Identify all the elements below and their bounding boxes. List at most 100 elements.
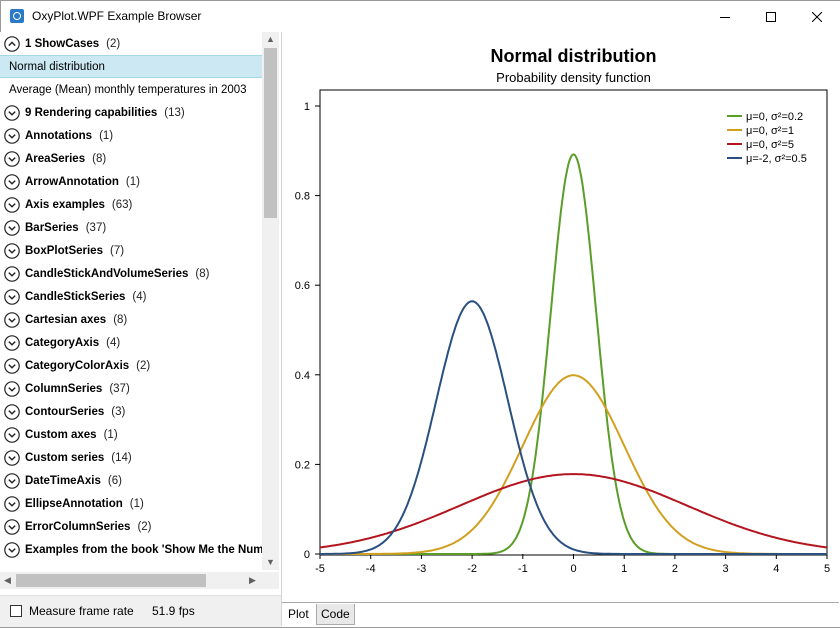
chevron-down-icon[interactable] bbox=[4, 196, 20, 213]
vertical-scroll-thumb[interactable] bbox=[264, 48, 277, 218]
scroll-down-icon[interactable]: ▼ bbox=[266, 557, 275, 567]
minimize-button[interactable] bbox=[702, 1, 748, 32]
category-node[interactable]: 1 ShowCases (2) bbox=[0, 32, 262, 55]
title-bar[interactable]: OxyPlot.WPF Example Browser bbox=[1, 1, 840, 32]
category-node[interactable]: Custom series (14) bbox=[0, 446, 262, 469]
chevron-down-icon[interactable] bbox=[4, 495, 20, 512]
chevron-down-icon[interactable] bbox=[4, 288, 20, 305]
category-node[interactable]: ArrowAnnotation (1) bbox=[0, 170, 262, 193]
maximize-button[interactable] bbox=[748, 1, 794, 32]
horizontal-scroll-thumb[interactable] bbox=[16, 574, 206, 587]
plot-view[interactable]: Normal distribution Probability density f… bbox=[282, 32, 839, 602]
tree-item-count: (1) bbox=[129, 497, 144, 510]
series-line bbox=[320, 300, 827, 555]
legend-entry: μ=0, σ²=1 bbox=[746, 125, 794, 137]
tree-item-label: ContourSeries bbox=[25, 405, 105, 418]
category-node[interactable]: BoxPlotSeries (7) bbox=[0, 239, 262, 262]
category-node[interactable]: CandleStickSeries (4) bbox=[0, 285, 262, 308]
chevron-down-icon[interactable] bbox=[4, 426, 20, 443]
tree-item-count: (2) bbox=[106, 37, 121, 50]
category-node[interactable]: Axis examples (63) bbox=[0, 193, 262, 216]
chevron-down-icon[interactable] bbox=[4, 380, 20, 397]
tab-code[interactable]: Code bbox=[316, 604, 355, 625]
tree-item-count: (14) bbox=[111, 451, 132, 464]
measure-frame-rate-label[interactable]: Measure frame rate bbox=[29, 604, 134, 618]
tree-horizontal-scrollbar[interactable]: ◀ ▶ bbox=[0, 572, 262, 589]
category-node[interactable]: Annotations (1) bbox=[0, 124, 262, 147]
pane-splitter[interactable] bbox=[281, 32, 282, 626]
chevron-down-icon[interactable] bbox=[4, 242, 20, 259]
tree-item-label: AreaSeries bbox=[25, 152, 86, 165]
chevron-down-icon[interactable] bbox=[4, 219, 20, 236]
close-button[interactable] bbox=[794, 1, 840, 32]
tree-item-count: (13) bbox=[164, 106, 185, 119]
tree-vertical-scrollbar[interactable]: ▲ ▼ bbox=[262, 32, 279, 570]
tree-item-label: 1 ShowCases bbox=[25, 37, 100, 50]
category-node[interactable]: 9 Rendering capabilities (13) bbox=[0, 101, 262, 124]
tree-item-count: (4) bbox=[132, 290, 147, 303]
tree-item-count: (4) bbox=[106, 336, 121, 349]
y-tick-label: 0.8 bbox=[295, 191, 310, 203]
tree-item-label: CategoryAxis bbox=[25, 336, 100, 349]
chevron-down-icon[interactable] bbox=[4, 541, 20, 558]
tree-item-label: ErrorColumnSeries bbox=[25, 520, 131, 533]
chevron-up-icon[interactable] bbox=[4, 35, 20, 52]
category-node[interactable]: Examples from the book 'Show Me the Num bbox=[0, 538, 262, 561]
category-node[interactable]: EllipseAnnotation (1) bbox=[0, 492, 262, 515]
tree-item-label: Annotations bbox=[25, 129, 93, 142]
chevron-down-icon[interactable] bbox=[4, 311, 20, 328]
tree-item-count: (2) bbox=[137, 520, 152, 533]
tree-item-label: BarSeries bbox=[25, 221, 79, 234]
scroll-left-icon[interactable]: ◀ bbox=[4, 575, 11, 585]
category-node[interactable]: BarSeries (37) bbox=[0, 216, 262, 239]
category-node[interactable]: Cartesian axes (8) bbox=[0, 308, 262, 331]
tree-item-label: BoxPlotSeries bbox=[25, 244, 103, 257]
x-tick-label: 1 bbox=[621, 563, 627, 575]
example-item[interactable]: Average (Mean) monthly temperatures in 2… bbox=[0, 78, 262, 101]
close-icon bbox=[812, 11, 822, 22]
chevron-down-icon[interactable] bbox=[4, 403, 20, 420]
tree-item-count: (6) bbox=[107, 474, 122, 487]
tree-item-count: (63) bbox=[111, 198, 133, 211]
category-node[interactable]: ContourSeries (3) bbox=[0, 400, 262, 423]
oxyplot-app-icon bbox=[10, 9, 24, 23]
maximize-icon bbox=[766, 11, 776, 22]
chevron-down-icon[interactable] bbox=[4, 104, 20, 121]
example-item[interactable]: Normal distribution bbox=[0, 55, 262, 78]
measure-frame-rate-checkbox[interactable] bbox=[10, 605, 22, 617]
tree-item-count: (8) bbox=[195, 267, 210, 280]
status-bar: Measure frame rate 51.9 fps bbox=[0, 595, 281, 627]
x-tick-label: -3 bbox=[417, 563, 427, 575]
category-node[interactable]: ColumnSeries (37) bbox=[0, 377, 262, 400]
tree-item-label: EllipseAnnotation bbox=[25, 497, 123, 510]
y-tick-label: 0.4 bbox=[295, 370, 310, 382]
scroll-right-icon[interactable]: ▶ bbox=[249, 575, 256, 585]
category-node[interactable]: Custom axes (1) bbox=[0, 423, 262, 446]
category-node[interactable]: DateTimeAxis (6) bbox=[0, 469, 262, 492]
chevron-down-icon[interactable] bbox=[4, 472, 20, 489]
chevron-down-icon[interactable] bbox=[4, 150, 20, 167]
normal-distribution-chart[interactable]: Normal distribution Probability density f… bbox=[282, 32, 839, 602]
chevron-down-icon[interactable] bbox=[4, 173, 20, 190]
tab-plot[interactable]: Plot bbox=[284, 604, 313, 624]
examples-tree[interactable]: 1 ShowCases (2) Normal distribution Average… bbox=[0, 32, 262, 570]
scroll-corner bbox=[262, 572, 279, 589]
category-node[interactable]: CategoryAxis (4) bbox=[0, 331, 262, 354]
category-node[interactable]: ErrorColumnSeries (2) bbox=[0, 515, 262, 538]
x-tick-label: -5 bbox=[315, 563, 325, 575]
chevron-down-icon[interactable] bbox=[4, 334, 20, 351]
category-node[interactable]: AreaSeries (8) bbox=[0, 147, 262, 170]
category-node[interactable]: CategoryColorAxis (2) bbox=[0, 354, 262, 377]
scroll-up-icon[interactable]: ▲ bbox=[266, 34, 275, 44]
chevron-down-icon[interactable] bbox=[4, 357, 20, 374]
examples-pane: 1 ShowCases (2) Normal distribution Average… bbox=[0, 32, 281, 595]
chevron-down-icon[interactable] bbox=[4, 265, 20, 282]
tree-item-label: Average (Mean) monthly temperatures in 2… bbox=[9, 83, 247, 96]
category-node[interactable]: CandleStickAndVolumeSeries (8) bbox=[0, 262, 262, 285]
chart-title: Normal distribution bbox=[491, 46, 657, 66]
chevron-down-icon[interactable] bbox=[4, 518, 20, 535]
chevron-down-icon[interactable] bbox=[4, 127, 20, 144]
chevron-down-icon[interactable] bbox=[4, 449, 20, 466]
tree-item-label: CandleStickSeries bbox=[25, 290, 126, 303]
view-tabs: Plot Code bbox=[282, 602, 839, 627]
